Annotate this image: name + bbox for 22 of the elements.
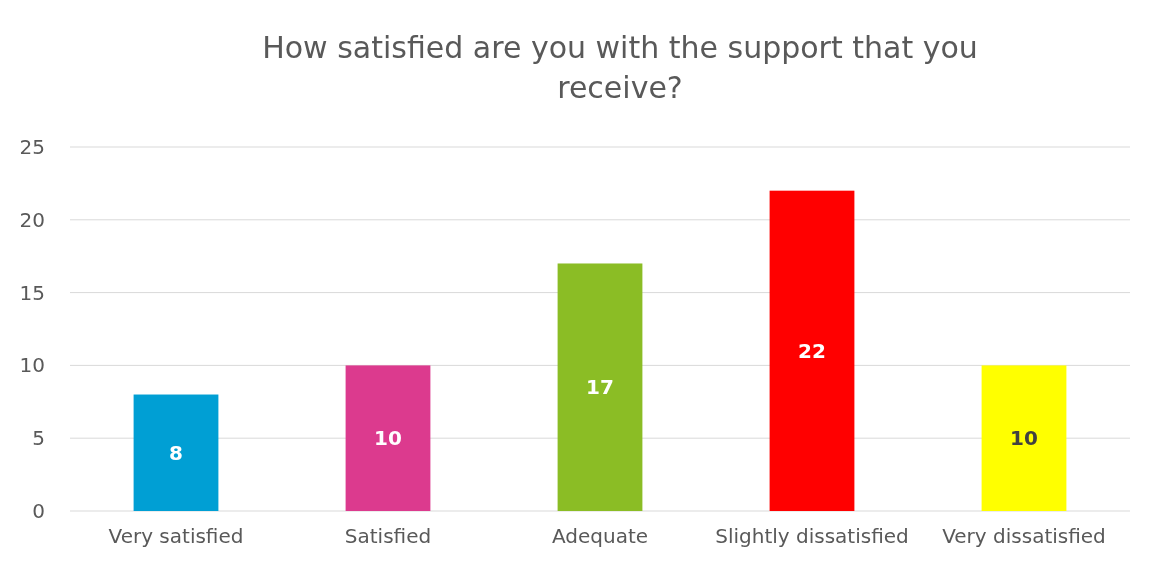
data-label: 8 bbox=[169, 440, 183, 465]
bar bbox=[981, 365, 1067, 511]
bar bbox=[769, 190, 855, 511]
bar bbox=[345, 365, 431, 511]
x-tick-label: Slightly dissatisfied bbox=[715, 524, 909, 548]
data-label: 17 bbox=[586, 375, 614, 400]
data-label: 10 bbox=[374, 426, 402, 451]
y-tick-label: 20 bbox=[19, 207, 45, 232]
y-tick-label: 10 bbox=[19, 353, 45, 378]
x-tick-label: Very dissatisfied bbox=[942, 524, 1106, 548]
y-tick-label: 25 bbox=[19, 135, 45, 159]
bar bbox=[133, 394, 219, 511]
data-label: 10 bbox=[1010, 426, 1038, 451]
x-tick-label: Satisfied bbox=[344, 524, 432, 548]
chart-title: How satisfied are you with the support that you receive? bbox=[262, 30, 978, 105]
data-label: 22 bbox=[798, 338, 826, 363]
y-tick-label: 5 bbox=[32, 426, 45, 451]
bar bbox=[557, 263, 643, 511]
y-tick-label: 15 bbox=[19, 280, 45, 305]
x-tick-label: Very satisfied bbox=[108, 524, 244, 548]
x-tick-label: Adequate bbox=[551, 524, 649, 548]
y-tick-label: 0 bbox=[32, 499, 45, 523]
